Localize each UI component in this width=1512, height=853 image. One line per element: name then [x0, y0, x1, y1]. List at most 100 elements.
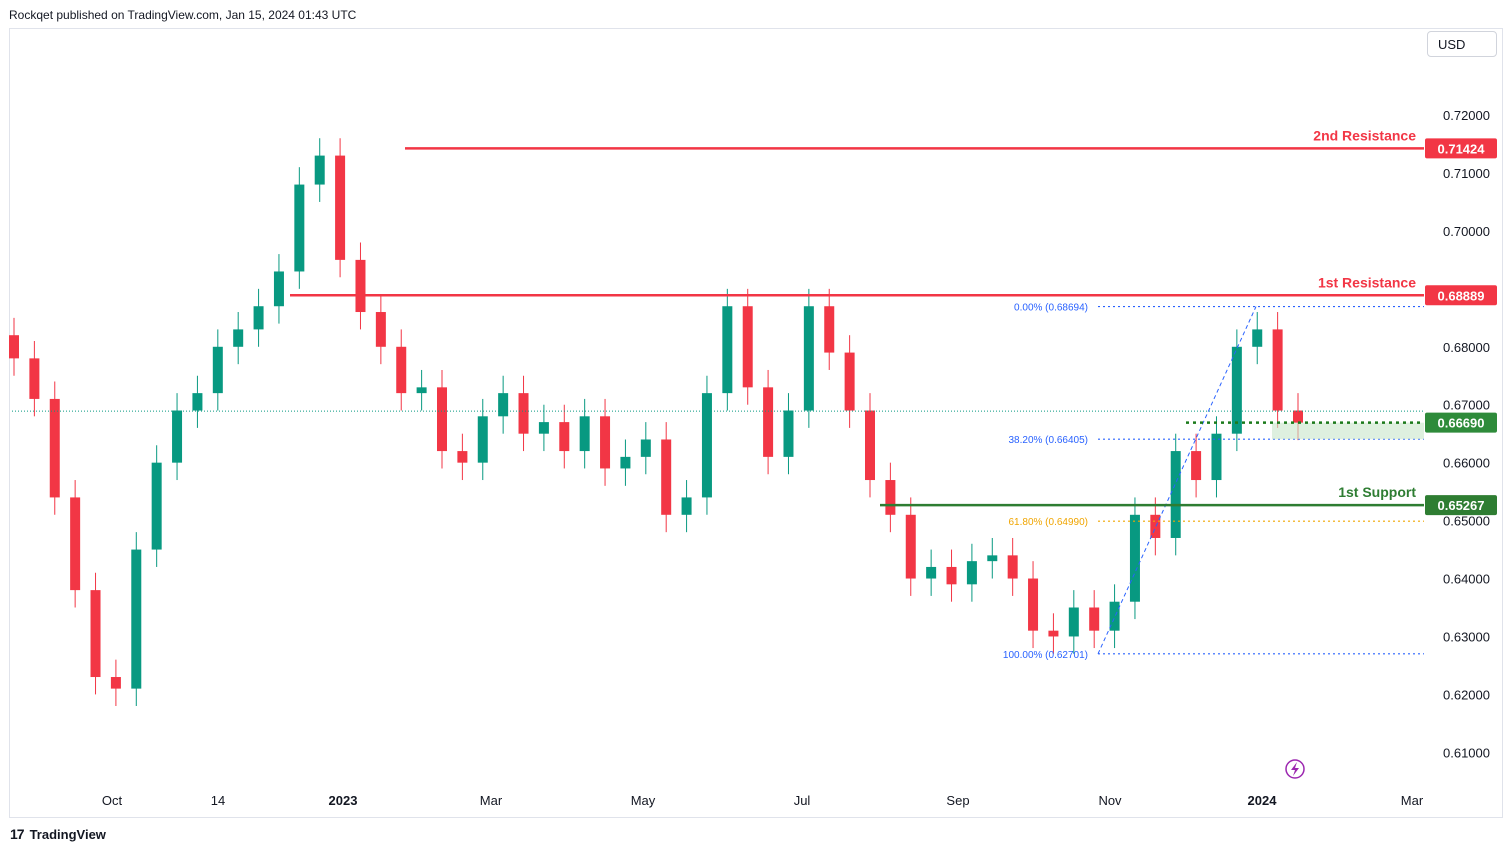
candle-body: [70, 497, 81, 591]
candle-body: [1089, 607, 1100, 631]
currency-selector[interactable]: USD: [1427, 31, 1497, 57]
candle-body: [844, 352, 855, 411]
candle-body: [865, 410, 875, 481]
x-tick-label: 2023: [329, 793, 358, 808]
candle-body: [498, 393, 509, 417]
level-price-badge: [1425, 285, 1497, 306]
candle-body: [1129, 514, 1140, 602]
fib-label: 61.80% (0.64990): [1008, 517, 1088, 528]
candle-body: [477, 416, 488, 463]
fib-label: 0.00% (0.68694): [1014, 303, 1088, 314]
candle-body: [253, 306, 264, 330]
candle-body: [1191, 451, 1202, 481]
level-price: 0.65267: [1438, 498, 1485, 513]
candle-body: [273, 271, 284, 307]
level-price: 0.68889: [1438, 288, 1485, 303]
x-tick-label: Mar: [1401, 793, 1424, 808]
candle-body: [640, 439, 651, 457]
candle-body: [518, 393, 529, 434]
candle-body: [396, 346, 407, 394]
candle-body: [661, 439, 672, 515]
candle-body: [1007, 555, 1018, 579]
candle-body: [538, 422, 549, 434]
candle-body: [335, 155, 346, 260]
x-tick-label: 14: [211, 793, 225, 808]
candle-body: [375, 312, 386, 347]
candles-layer: [9, 138, 1303, 706]
candle-body: [1109, 601, 1120, 631]
candle-body: [29, 358, 40, 399]
candle-body: [355, 259, 366, 313]
levels-layer: 2nd Resistance 0.71424 1st Resistance 0.688…: [12, 127, 1497, 516]
candle-body: [1293, 410, 1303, 423]
footer-brand[interactable]: 17 TradingView: [10, 826, 106, 842]
y-tick-label: 0.66000: [1443, 456, 1490, 471]
candle-body: [987, 555, 998, 562]
candle-body: [151, 462, 162, 550]
lightning-icon[interactable]: [1285, 759, 1305, 779]
level-price-badge: [1425, 138, 1497, 159]
candle-body: [1211, 433, 1222, 481]
level-price-badge: [1425, 495, 1497, 516]
publish-attribution: Rockqet published on TradingView.com, Ja…: [9, 8, 357, 22]
current-price: 0.66690: [1438, 416, 1485, 431]
candle-body: [1252, 329, 1263, 347]
y-tick-label: 0.61000: [1443, 745, 1490, 760]
candle-body: [926, 566, 937, 579]
candle-body: [803, 306, 814, 411]
x-tick-label: Oct: [102, 793, 123, 808]
candle-body: [1170, 451, 1181, 538]
x-tick-label: Mar: [480, 793, 503, 808]
candle-body: [49, 398, 60, 498]
candle-body: [701, 393, 712, 498]
fib-label: 38.20% (0.66405): [1008, 435, 1088, 446]
candle-body: [110, 677, 121, 689]
chart-frame[interactable]: [9, 28, 1503, 818]
candle-body: [212, 346, 223, 394]
y-tick-label: 0.67000: [1443, 398, 1490, 413]
candle-body: [579, 416, 590, 452]
candle-body: [885, 480, 896, 515]
tradingview-logo-icon: 17: [10, 826, 25, 842]
x-tick-label: Sep: [946, 793, 969, 808]
candle-body: [294, 184, 305, 272]
x-tick-label: May: [631, 793, 656, 808]
candle-body: [1028, 578, 1039, 631]
current-price-badge: [1425, 412, 1497, 433]
fib-label: 100.00% (0.62701): [1003, 650, 1088, 661]
support-zone: [1272, 422, 1424, 440]
candle-body: [966, 561, 977, 585]
candle-body: [1068, 607, 1079, 637]
candle-body: [457, 451, 468, 463]
fib-trendline: [1097, 306, 1257, 654]
candle-body: [905, 514, 916, 579]
candle-body: [620, 456, 631, 469]
y-tick-label: 0.62000: [1443, 687, 1490, 702]
candle-body: [416, 387, 427, 394]
candle-body: [946, 566, 957, 585]
price-axis: 0.72000 0.71000 0.70000 0.68000 0.67000 0.660…: [1443, 108, 1490, 760]
candle-body: [131, 549, 142, 689]
y-tick-label: 0.64000: [1443, 572, 1490, 587]
candle-body: [742, 306, 753, 388]
candle-body: [1231, 346, 1242, 434]
candle-body: [763, 387, 774, 457]
y-tick-label: 0.65000: [1443, 514, 1490, 529]
currency-label: USD: [1438, 36, 1466, 52]
x-tick-label: 2024: [1248, 793, 1278, 808]
candle-body: [437, 387, 447, 452]
y-tick-label: 0.68000: [1443, 340, 1490, 355]
candle-body: [600, 416, 611, 469]
candle-body: [314, 155, 325, 185]
candle-body: [681, 497, 692, 515]
level-name: 1st Resistance: [1318, 274, 1416, 290]
y-tick-label: 0.63000: [1443, 629, 1490, 644]
candle-body: [233, 329, 244, 347]
brand-label: TradingView: [29, 826, 106, 842]
candle-body: [559, 422, 570, 452]
candle-body: [90, 590, 101, 678]
level-price: 0.71424: [1438, 141, 1486, 156]
y-tick-label: 0.72000: [1443, 108, 1490, 123]
candle-body: [172, 410, 183, 463]
